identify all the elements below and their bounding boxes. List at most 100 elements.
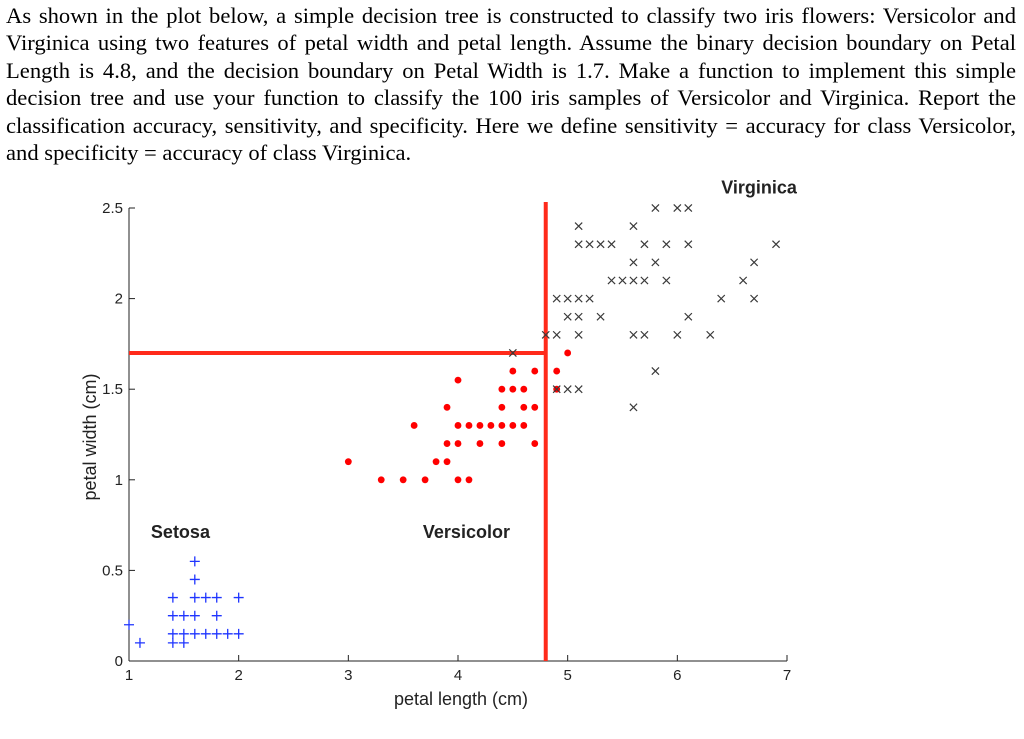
virginica-point [574, 312, 583, 321]
versicolor-point [553, 367, 561, 375]
versicolor-point [509, 367, 517, 375]
versicolor-point [432, 458, 440, 466]
y-tick-label: 0 [115, 653, 123, 670]
versicolor-point [509, 422, 517, 429]
x-tick-label: 7 [783, 667, 791, 684]
setosa-point [189, 556, 200, 567]
virginica-point [772, 240, 781, 249]
versicolor-point [443, 440, 451, 447]
setosa-point [211, 610, 222, 621]
setosa-point [200, 628, 211, 639]
setosa-point [178, 628, 189, 639]
setosa-point [167, 592, 178, 603]
versicolor-point [564, 349, 572, 357]
virginica-point [552, 385, 561, 394]
y-tick-label: 1 [115, 472, 123, 489]
versicolor-point [454, 376, 462, 384]
virginica-point [706, 330, 715, 339]
class-label-versicolor: Versicolor [423, 522, 510, 542]
virginica-point [673, 330, 682, 339]
setosa-point [189, 574, 200, 585]
setosa-point [200, 592, 211, 603]
plot-labels: petal length (cm) petal width (cm) Setos… [80, 178, 798, 709]
series-versicolor [344, 349, 572, 484]
virginica-point [508, 348, 517, 357]
virginica-point [651, 203, 660, 213]
x-axis-label: petal length (cm) [394, 689, 528, 709]
virginica-point [640, 240, 649, 249]
versicolor-point [498, 422, 506, 429]
versicolor-point [465, 422, 473, 429]
setosa-point [167, 610, 178, 621]
virginica-point [574, 385, 583, 394]
versicolor-point [498, 403, 506, 411]
virginica-point [629, 222, 638, 231]
setosa-point [189, 628, 200, 639]
virginica-point [541, 330, 550, 339]
versicolor-point [443, 458, 451, 466]
virginica-point [607, 240, 616, 249]
virginica-point [574, 330, 583, 339]
versicolor-point [476, 440, 484, 447]
virginica-point [629, 258, 638, 267]
setosa-point [189, 610, 200, 621]
virginica-point [662, 276, 671, 285]
versicolor-point [531, 403, 539, 411]
virginica-point [684, 240, 693, 249]
versicolor-point [476, 422, 484, 429]
virginica-point [552, 294, 561, 303]
decision-boundaries [129, 202, 548, 661]
y-tick-label: 0.5 [102, 562, 123, 579]
versicolor-point [344, 458, 352, 466]
versicolor-point [520, 422, 528, 429]
y-tick-label: 2.5 [102, 200, 123, 217]
virginica-point [574, 222, 583, 231]
virginica-point [717, 294, 726, 303]
virginica-point [640, 330, 649, 339]
y-axis-label: petal width (cm) [80, 373, 100, 500]
virginica-point [596, 240, 605, 249]
virginica-point [651, 367, 660, 376]
series-setosa [124, 556, 244, 648]
virginica-point [585, 294, 594, 303]
setosa-point [233, 628, 244, 639]
virginica-point [596, 312, 605, 321]
virginica-point [585, 240, 594, 249]
setosa-point [178, 637, 189, 648]
virginica-point [563, 294, 572, 303]
versicolor-point [520, 385, 528, 393]
class-label-setosa: Setosa [151, 522, 211, 542]
x-tick-label: 2 [234, 667, 242, 684]
versicolor-point [454, 476, 462, 484]
y-tick-label: 2 [115, 291, 123, 308]
x-tick-label: 5 [563, 667, 571, 684]
virginica-point [563, 312, 572, 321]
question-text: As shown in the plot below, a simple dec… [6, 3, 1016, 166]
versicolor-point [454, 422, 462, 429]
series-virginica [508, 203, 781, 412]
virginica-point [640, 276, 649, 285]
data-points [124, 203, 781, 648]
virginica-point [552, 330, 561, 339]
versicolor-point [520, 403, 528, 411]
versicolor-point [410, 422, 418, 429]
versicolor-point [421, 476, 429, 484]
virginica-point [629, 330, 638, 339]
versicolor-point [443, 403, 451, 411]
decision-tree-scatter-plot: 1 2 3 4 5 6 7 0 0.5 1 1.5 2 2.5 petal length (cm) pe… [80, 178, 798, 709]
x-tick-label: 4 [454, 667, 462, 684]
versicolor-point [487, 422, 495, 429]
virginica-point [618, 276, 627, 285]
setosa-point [189, 592, 200, 603]
versicolor-point [377, 476, 385, 484]
versicolor-point [498, 440, 506, 447]
setosa-point [233, 592, 244, 603]
setosa-point [178, 610, 189, 621]
setosa-point [211, 592, 222, 603]
virginica-point [750, 294, 759, 303]
virginica-point [651, 258, 660, 267]
setosa-point [167, 628, 178, 639]
virginica-point [607, 276, 616, 285]
virginica-point [750, 258, 759, 267]
x-tick-label: 6 [673, 667, 681, 684]
